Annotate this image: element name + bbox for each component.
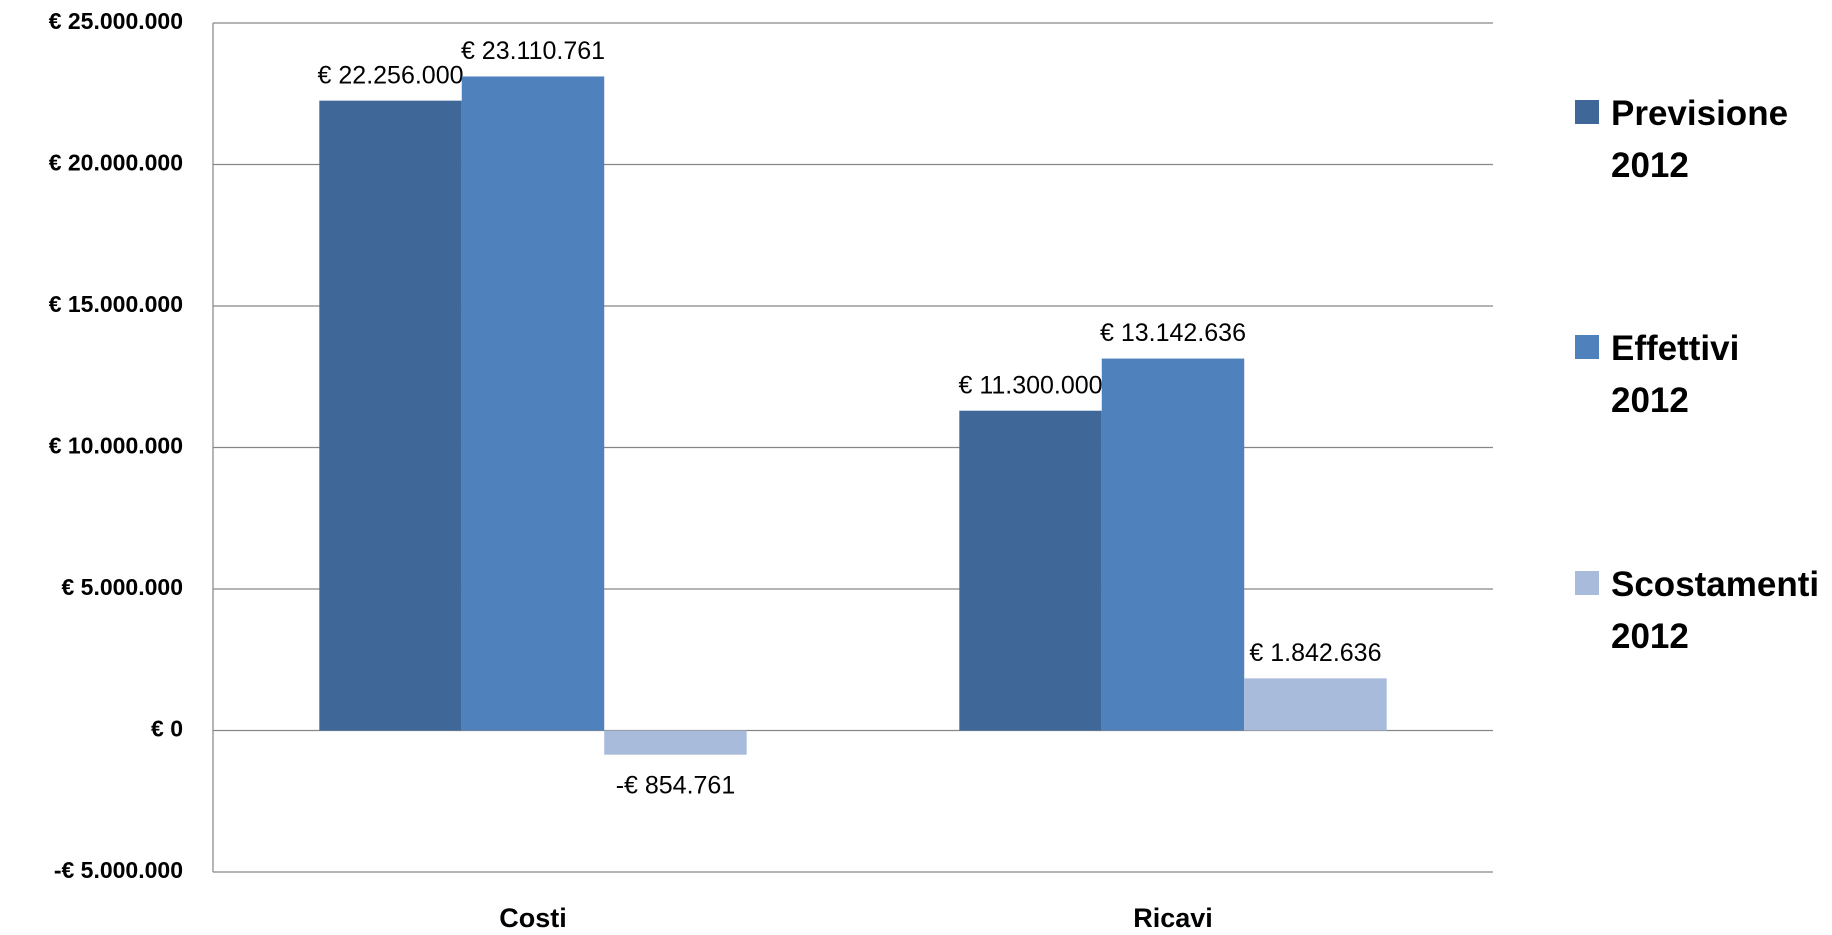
y-tick-label: € 5.000.000 xyxy=(61,574,183,600)
legend-swatch xyxy=(1575,100,1599,124)
value-label: € 23.110.761 xyxy=(461,37,605,65)
y-tick-label: € 0 xyxy=(151,716,183,742)
legend-swatch xyxy=(1575,571,1599,595)
value-label: € 22.256.000 xyxy=(318,61,464,89)
bar xyxy=(1244,678,1387,731)
y-tick-label: € 20.000.000 xyxy=(49,150,183,176)
legend-label: Effettivi 2012 xyxy=(1611,329,1740,420)
y-tick-label: € 15.000.000 xyxy=(49,291,183,317)
y-tick-label: -€ 5.000.000 xyxy=(54,857,183,883)
value-label: € 13.142.636 xyxy=(1100,319,1246,347)
bar xyxy=(461,76,605,731)
legend-swatch xyxy=(1575,335,1599,359)
value-label: -€ 854.761 xyxy=(616,771,736,799)
legend-item: Effettivi 2012 xyxy=(1575,323,1825,427)
x-tick-label: Costi xyxy=(499,903,567,933)
bar xyxy=(604,730,747,755)
legend-item: Scostamenti 2012 xyxy=(1575,559,1825,663)
legend-label: Previsione 2012 xyxy=(1611,94,1789,185)
y-tick-label: € 10.000.000 xyxy=(49,433,183,459)
y-tick-label: € 25.000.000 xyxy=(49,8,183,34)
legend-label: Scostamenti 2012 xyxy=(1611,565,1820,656)
value-label: € 1.842.636 xyxy=(1249,639,1381,667)
legend-item: Previsione 2012 xyxy=(1575,88,1825,192)
value-label: € 11.300.000 xyxy=(958,371,1102,399)
bar xyxy=(959,410,1102,731)
bar xyxy=(1101,358,1245,731)
x-tick-label: Ricavi xyxy=(1133,903,1213,933)
bar xyxy=(319,100,462,731)
